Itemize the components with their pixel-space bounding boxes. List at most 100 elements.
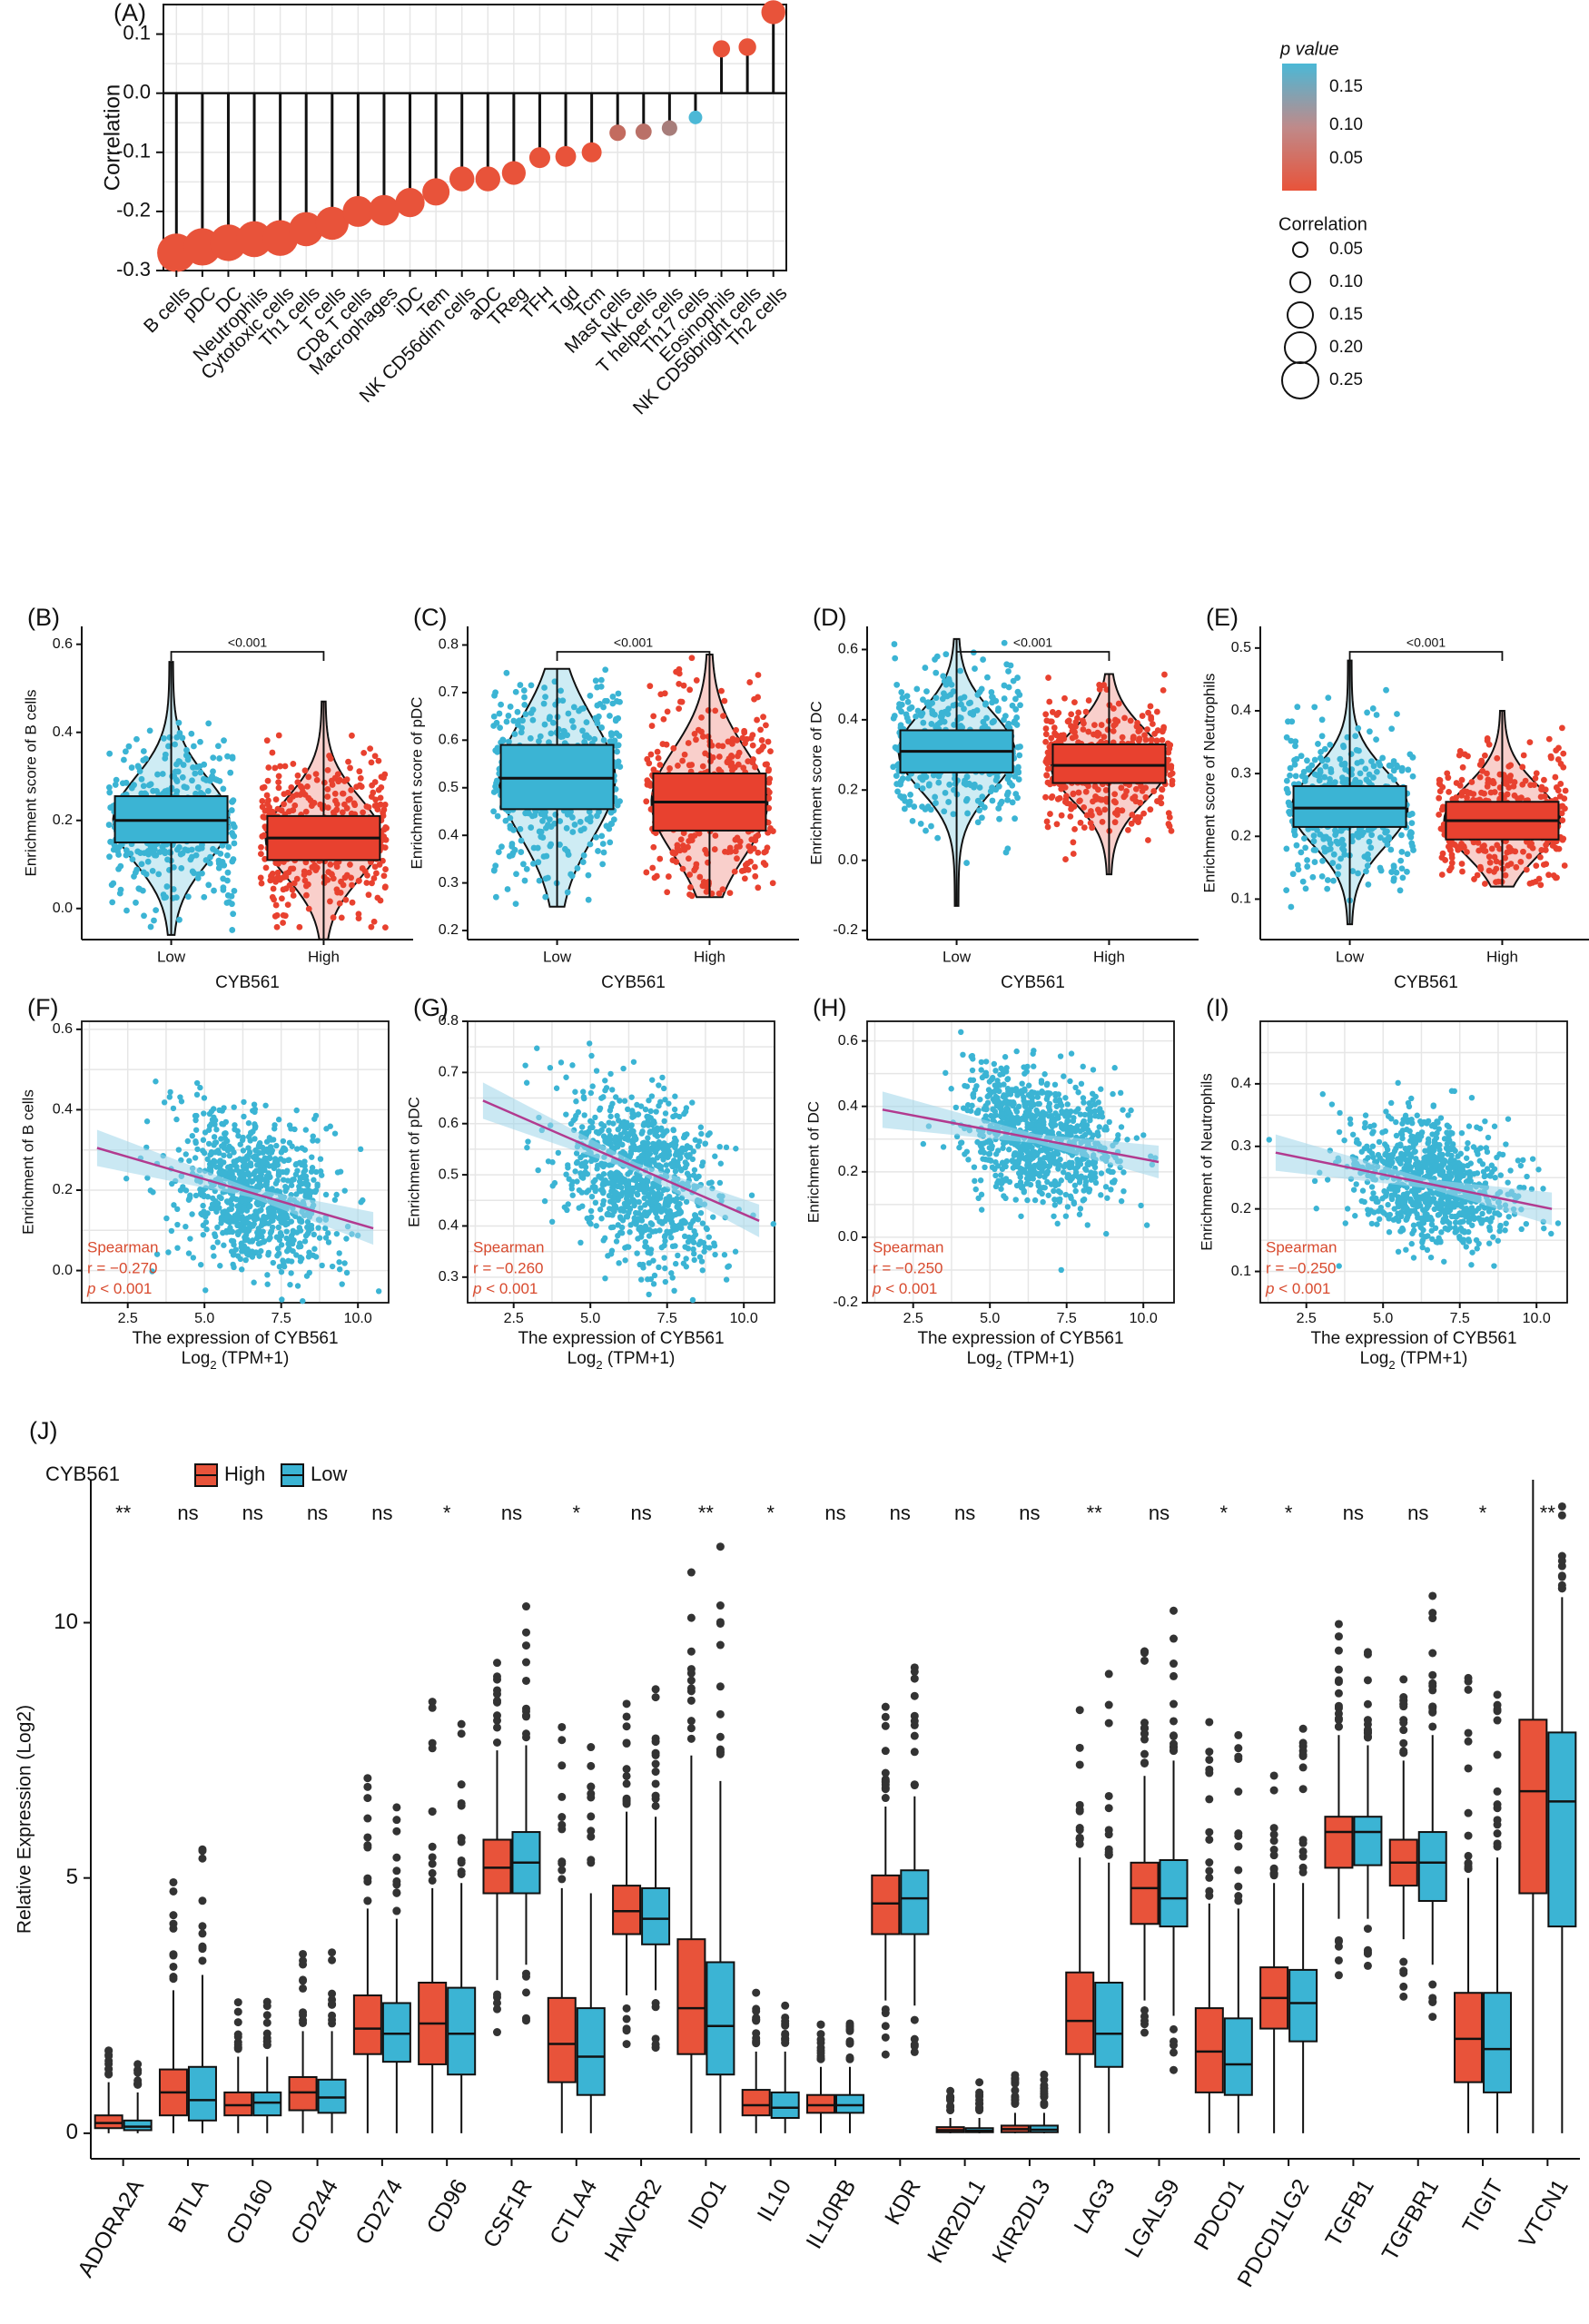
scatter-point bbox=[234, 1231, 242, 1238]
jitter-point bbox=[607, 820, 615, 827]
scatter-point bbox=[241, 1098, 247, 1106]
legend-size-tick: 0.15 bbox=[1329, 305, 1363, 324]
scatter-point bbox=[286, 1157, 292, 1163]
jitter-point bbox=[945, 675, 952, 683]
scatter-point bbox=[295, 1244, 302, 1250]
jitter-point bbox=[922, 665, 929, 671]
jitter-point bbox=[1005, 668, 1012, 675]
scatter-point bbox=[325, 1239, 332, 1246]
jitter-point bbox=[1012, 791, 1020, 797]
jitter-point bbox=[217, 850, 224, 857]
scatter-point bbox=[233, 1167, 241, 1173]
jitter-point bbox=[607, 839, 614, 846]
scatter-point bbox=[251, 1279, 257, 1285]
scatter-point bbox=[323, 1126, 330, 1132]
jitter-point bbox=[646, 683, 654, 690]
jitter-point bbox=[1388, 725, 1396, 733]
legend-p-colorbar bbox=[1282, 64, 1317, 191]
jitter-point bbox=[1329, 860, 1337, 866]
jitter-point bbox=[1301, 835, 1308, 842]
scatter-point bbox=[266, 1163, 272, 1169]
jitter-point bbox=[1317, 754, 1324, 762]
scatter-point bbox=[297, 1258, 304, 1265]
jitter-point bbox=[928, 822, 934, 830]
jitter-point bbox=[1309, 873, 1317, 881]
jitter-point bbox=[326, 753, 332, 759]
scatter-point bbox=[288, 1182, 295, 1188]
jitter-point bbox=[341, 874, 349, 881]
jitter-point bbox=[1409, 773, 1416, 780]
y-tick-label: 0.3 bbox=[1231, 765, 1251, 781]
jitter-point bbox=[305, 773, 312, 781]
scatter-point bbox=[270, 1259, 277, 1266]
jitter-point bbox=[494, 748, 501, 755]
jitter-point bbox=[890, 714, 897, 722]
jitter-point bbox=[529, 860, 537, 867]
jitter-point bbox=[499, 736, 507, 743]
jitter-point bbox=[503, 718, 510, 725]
scatter-point bbox=[291, 1126, 298, 1133]
jitter-point bbox=[1548, 754, 1554, 762]
scatter-point bbox=[287, 1281, 293, 1288]
jitter-point bbox=[1322, 763, 1329, 770]
jitter-point bbox=[1436, 811, 1443, 818]
scatter-point bbox=[302, 1127, 310, 1133]
y-tick-label: 0.6 bbox=[439, 733, 459, 748]
jitter-point bbox=[943, 651, 950, 658]
scatter-point bbox=[311, 1177, 317, 1183]
jitter-point bbox=[1286, 809, 1293, 816]
jitter-point bbox=[360, 809, 367, 816]
jitter-point bbox=[1096, 809, 1103, 816]
jitter-point bbox=[373, 870, 380, 877]
jitter-point bbox=[382, 824, 390, 831]
jitter-point bbox=[691, 730, 698, 737]
lollipop-point bbox=[661, 120, 677, 136]
jitter-point bbox=[927, 806, 934, 813]
jitter-point bbox=[617, 763, 624, 770]
jitter-point bbox=[602, 666, 609, 674]
jitter-point bbox=[228, 807, 235, 813]
scatter-point bbox=[245, 1145, 252, 1151]
jitter-point bbox=[330, 914, 337, 921]
jitter-point bbox=[760, 743, 767, 750]
scatter-point bbox=[315, 1225, 321, 1231]
jitter-point bbox=[506, 738, 512, 745]
scatter-point bbox=[577, 1239, 584, 1246]
jitter-point bbox=[1298, 849, 1305, 856]
jitter-point bbox=[1009, 702, 1016, 709]
legend-size-title: Correlation bbox=[1278, 214, 1367, 234]
jitter-point bbox=[518, 724, 526, 732]
scatter-point bbox=[343, 1236, 350, 1242]
jitter-point bbox=[135, 763, 143, 771]
x-axis-title: CYB561 bbox=[1394, 973, 1458, 992]
jitter-point bbox=[382, 866, 389, 872]
jitter-point bbox=[1069, 734, 1076, 742]
scatter-point bbox=[252, 1147, 259, 1154]
scatter-point bbox=[203, 1226, 210, 1233]
jitter-point bbox=[275, 784, 282, 792]
jitter-point bbox=[361, 868, 369, 875]
jitter-point bbox=[211, 887, 217, 894]
significance-bracket bbox=[955, 651, 1110, 661]
jitter-point bbox=[1406, 812, 1413, 819]
jitter-point bbox=[134, 848, 142, 855]
jitter-point bbox=[1383, 686, 1389, 694]
jitter-point bbox=[265, 764, 272, 771]
jitter-point bbox=[1398, 848, 1406, 855]
jitter-point bbox=[703, 888, 710, 895]
scatter-point bbox=[265, 1170, 272, 1177]
jitter-point bbox=[1293, 842, 1300, 849]
scatter-point bbox=[232, 1126, 238, 1133]
panel-label: (C) bbox=[413, 604, 447, 631]
scatter-point bbox=[193, 1112, 200, 1119]
jitter-point bbox=[761, 849, 768, 856]
y-tick-label: 0.2 bbox=[838, 782, 858, 797]
jitter-point bbox=[712, 707, 719, 714]
scatter-point bbox=[250, 1154, 257, 1160]
jitter-point bbox=[1081, 720, 1087, 727]
jitter-point bbox=[172, 741, 179, 748]
jitter-point bbox=[607, 713, 613, 719]
scatter-point bbox=[239, 1248, 245, 1255]
jitter-point bbox=[1054, 795, 1061, 803]
